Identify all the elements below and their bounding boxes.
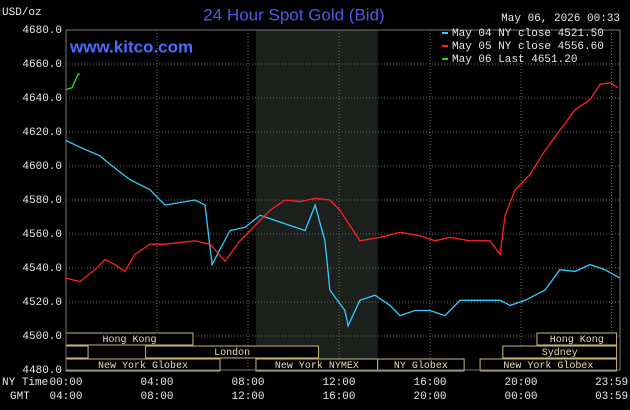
session-label: Hong Kong [102, 335, 156, 346]
y-tick-label: 4480.0 [22, 365, 62, 377]
gmt-tick-label: 00:00 [505, 391, 538, 403]
y-tick-label: 4520.0 [22, 297, 62, 309]
session-box [502, 345, 618, 359]
session-box [377, 358, 465, 372]
gmt-tick-label: 04:00 [49, 391, 82, 403]
session-label: London [214, 347, 250, 359]
session-label: New York NYMEX [275, 360, 359, 372]
y-tick-label: 4600.0 [22, 161, 62, 173]
session-label: NY Globex [394, 360, 448, 372]
legend-label: May 05 NY close 4556.60 [452, 41, 604, 53]
chart-title: 24 Hour Spot Gold (Bid) [203, 5, 384, 24]
y-tick-label: 4500.0 [22, 331, 62, 343]
y-tick-label: 4580.0 [22, 195, 62, 207]
session-box [479, 358, 618, 372]
x-tick-label: 23:59 [595, 377, 628, 389]
gmt-tick-label: 08:00 [140, 391, 173, 403]
gmt-tick-label: 16:00 [323, 391, 356, 403]
y-tick-label: 4640.0 [22, 93, 62, 105]
y-axis-label: USD/oz [2, 7, 42, 19]
x-tick-label: 08:00 [232, 377, 265, 389]
gmt-tick-label: 20:00 [414, 391, 447, 403]
x-tick-label: 16:00 [414, 377, 447, 389]
y-tick-label: 4560.0 [22, 229, 62, 241]
gmt-tick-label: 12:00 [232, 391, 265, 403]
plot-frame [65, 29, 621, 371]
session-label: New York Globex [98, 360, 188, 372]
session-label: New York Globex [503, 360, 593, 372]
y-tick-label: 4680.0 [22, 25, 62, 37]
price-line [65, 139, 621, 328]
session-box [145, 345, 320, 359]
legend-label: May 06 Last 4651.20 [452, 54, 577, 66]
timestamp: May 06, 2026 00:33 [501, 13, 620, 25]
session-label: Hong Kong [550, 335, 604, 346]
gmt-tick-label: 03:59 [595, 391, 628, 403]
x-tick-label: 04:00 [140, 377, 173, 389]
x-row-label: GMT [10, 391, 30, 403]
session-box [65, 345, 89, 359]
x-row-label: NY Time [2, 377, 48, 389]
shaded-region [255, 30, 378, 370]
y-tick-label: 4620.0 [22, 127, 62, 139]
session-box [536, 332, 618, 346]
x-tick-label: 12:00 [323, 377, 356, 389]
y-tick-label: 4660.0 [22, 59, 62, 71]
legend-label: May 04 NY close 4521.50 [452, 28, 604, 40]
price-line [65, 82, 619, 283]
x-tick-label: 20:00 [505, 377, 538, 389]
x-tick-label: 00:00 [49, 377, 82, 389]
price-line [65, 73, 81, 91]
watermark: www.kitco.com [69, 37, 193, 56]
y-tick-label: 4540.0 [22, 263, 62, 275]
session-label: Sydney [542, 347, 578, 359]
